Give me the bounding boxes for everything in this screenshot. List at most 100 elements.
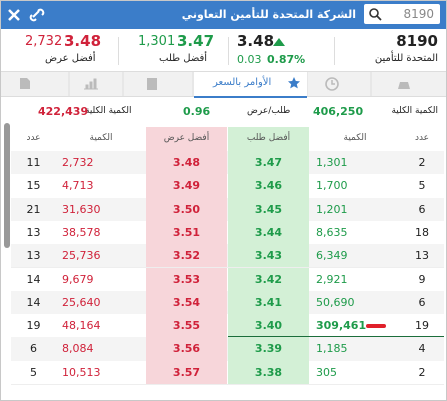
cell-bg — [228, 314, 309, 338]
cell-bg — [228, 267, 309, 291]
scrollbar[interactable] — [4, 123, 10, 248]
cell: 31,630 — [62, 202, 101, 216]
cell: 1,301 — [316, 156, 348, 169]
symbol-name: المتحدة للتأمين — [374, 53, 438, 64]
column-header: الكمية — [343, 133, 367, 143]
cell: 309,461 — [316, 319, 367, 333]
ratio-label: طلب/عرض — [247, 106, 291, 116]
link-button[interactable] — [29, 7, 45, 23]
cell: 3.57 — [172, 365, 201, 379]
cell: 3.43 — [254, 249, 283, 263]
cell-bg — [146, 267, 227, 291]
highlight-line — [228, 336, 444, 338]
cell-bg — [228, 220, 309, 245]
column-header: الكمية — [89, 133, 113, 143]
divider — [228, 37, 229, 65]
cell-bg — [228, 290, 309, 315]
cell-bg — [146, 360, 227, 384]
cell: 10,513 — [62, 365, 101, 379]
cell: 2,732 — [62, 156, 94, 169]
change-pct: 0.87% — [267, 53, 306, 66]
search-box[interactable]: 8190 — [364, 4, 440, 24]
row-bg — [11, 267, 444, 292]
cell: 13 — [26, 225, 41, 239]
divider — [118, 37, 119, 65]
change: 0.03 — [237, 53, 262, 66]
cell-bg — [146, 174, 227, 198]
cell: 14 — [26, 272, 41, 286]
cell: 3.55 — [172, 319, 201, 333]
column-header: عدد — [26, 133, 41, 143]
cell-bg — [228, 244, 309, 268]
cell: 48,164 — [62, 319, 101, 333]
cell: 3.45 — [254, 202, 283, 216]
cell: 3.50 — [172, 202, 201, 216]
cell: 21 — [26, 202, 41, 216]
best-ask-label: أفضل عرض — [45, 53, 96, 64]
cell: 5 — [30, 365, 37, 379]
bid-total: 406,250 — [313, 105, 364, 118]
search-text: 8190 — [403, 7, 434, 21]
cell: 3.39 — [254, 342, 283, 356]
best-bid-label: أفضل طلب — [159, 53, 208, 64]
cell: 9,679 — [62, 272, 94, 286]
active-tab[interactable] — [194, 72, 307, 98]
cell: 6 — [418, 202, 426, 216]
symbol: 8190 — [396, 32, 438, 50]
divider — [334, 37, 335, 65]
cell: 2,921 — [316, 272, 348, 286]
best-bid-price: 3.47 — [177, 32, 215, 50]
cell-bg — [146, 197, 227, 221]
cell: 15 — [26, 179, 41, 193]
cell: 25,736 — [62, 249, 101, 263]
row-bg — [11, 360, 444, 385]
cell-bg — [146, 337, 227, 361]
cell: 1,201 — [316, 202, 348, 216]
bid-total-label: الكمية الكلية — [391, 106, 438, 116]
cell-bg — [146, 244, 227, 268]
best-bid-qty: 1,301 — [138, 34, 176, 49]
column-header: أفضل عرض — [163, 133, 210, 143]
cell: 38,578 — [62, 225, 101, 239]
cell-bg — [228, 174, 309, 198]
cell: 3.47 — [254, 156, 283, 169]
cell: 3.49 — [172, 179, 201, 193]
cell-bg — [146, 151, 227, 175]
cell: 11 — [26, 156, 41, 169]
cell: 19 — [415, 319, 429, 333]
cell: 3.56 — [172, 342, 201, 356]
cell: 3.51 — [172, 225, 201, 239]
cell: 4 — [418, 342, 426, 356]
cell: 14 — [26, 295, 41, 309]
column-header: عدد — [414, 133, 430, 143]
cell: 6 — [30, 342, 37, 356]
cell: 6 — [418, 295, 426, 309]
cell-bg — [146, 314, 227, 338]
order-table: عدد الكمية أفضل عرض أفضل طلب الكمية عدد 11 2,73… — [11, 127, 444, 400]
cell: 2 — [418, 365, 426, 379]
cell: 8,084 — [62, 342, 94, 356]
cell: 2 — [418, 156, 426, 169]
cell: 3.46 — [254, 179, 283, 193]
star-icon — [288, 77, 300, 89]
ask-total-label: الكمية الكلية — [85, 106, 132, 116]
cell-bg — [228, 151, 309, 175]
cell-bg — [146, 220, 227, 245]
cell: 25,640 — [62, 295, 101, 309]
up-arrow — [273, 38, 285, 46]
cell: 6,349 — [316, 249, 348, 263]
close-button[interactable] — [7, 8, 21, 22]
cell: 8,635 — [316, 225, 348, 239]
cell: 9 — [418, 272, 426, 286]
cell: 3.53 — [172, 272, 201, 286]
company-title: الشركة المتحدة للتأمين التعاوني — [181, 8, 356, 21]
column-header: أفضل طلب — [246, 133, 291, 143]
cell-bg — [228, 337, 309, 361]
cell: 1,185 — [316, 342, 348, 356]
cell: 3.48 — [172, 156, 201, 169]
cell: 1,700 — [316, 179, 348, 193]
cell: 3.54 — [172, 295, 201, 309]
cell-bg — [146, 290, 227, 315]
cell: 18 — [415, 225, 429, 239]
